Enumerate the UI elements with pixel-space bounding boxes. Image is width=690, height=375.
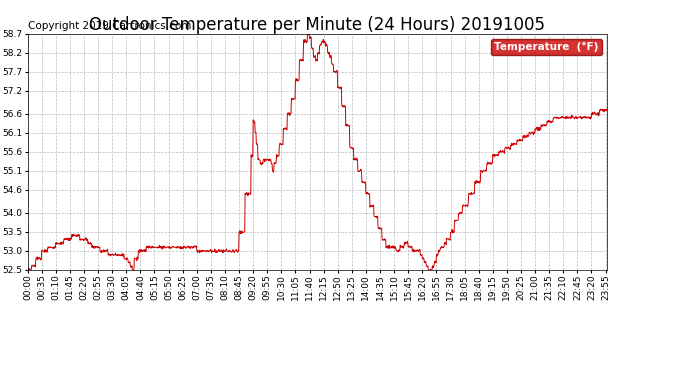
Title: Outdoor Temperature per Minute (24 Hours) 20191005: Outdoor Temperature per Minute (24 Hours… — [90, 16, 545, 34]
Text: Copyright 2019 Cartronics.com: Copyright 2019 Cartronics.com — [28, 21, 191, 32]
Legend: Temperature  (°F): Temperature (°F) — [491, 39, 602, 55]
